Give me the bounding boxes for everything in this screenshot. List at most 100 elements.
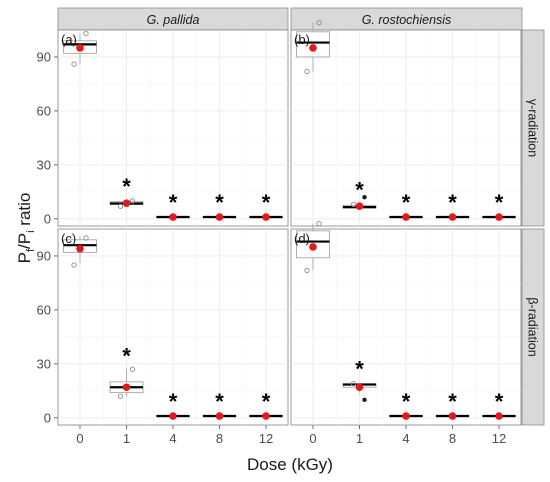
significance-star: *: [402, 389, 411, 414]
significance-star: *: [355, 178, 364, 203]
x-tick-label: 4: [402, 431, 409, 446]
significance-star: *: [122, 174, 131, 199]
panel-tag: (d): [294, 231, 310, 246]
panel-tag: (a): [61, 32, 77, 47]
mean-point: [402, 412, 410, 420]
significance-star: *: [495, 190, 504, 215]
box-dose-0: [63, 30, 97, 67]
panel-tag: (c): [61, 231, 76, 246]
box-dose-4: *: [389, 389, 423, 420]
outlier-point: [362, 397, 367, 403]
box-dose-8: *: [435, 190, 470, 221]
y-tick-label: 90: [37, 49, 51, 64]
mean-point: [355, 383, 364, 392]
mean-point: [262, 213, 270, 221]
box-dose-4: *: [389, 190, 423, 221]
mean-point: [169, 213, 177, 221]
significance-star: *: [448, 389, 457, 414]
raw-point: [129, 366, 136, 372]
panel-tag: (b): [294, 32, 310, 47]
outlier-point: [362, 195, 367, 200]
significance-star: *: [448, 190, 457, 215]
box-dose-8: *: [435, 389, 470, 420]
x-tick-label: 0: [76, 431, 83, 446]
y-tick-label: 0: [44, 211, 51, 226]
x-tick-label: 1: [356, 431, 363, 446]
box-dose-4: *: [156, 190, 190, 221]
mean-point: [309, 243, 317, 251]
x-tick-label: 0: [309, 431, 316, 446]
mean-point: [448, 213, 457, 221]
y-axis-title-sub-f: f: [25, 248, 37, 252]
panel-1: 0 30 60 90 * * * * (a): [37, 29, 289, 227]
raw-point: [117, 393, 124, 399]
strip-label-beta-radiation: β-radiation: [526, 297, 540, 356]
box-dose-12: *: [249, 190, 283, 221]
box-dose-1: *: [109, 343, 144, 399]
box-dose-8: *: [202, 190, 237, 221]
raw-point: [129, 198, 136, 204]
strip-label-g-pallida: G. pallida: [147, 13, 200, 27]
y-tick-label: 0: [44, 410, 51, 425]
box-dose-4: *: [156, 389, 190, 420]
significance-star: *: [262, 389, 271, 414]
x-tick-label: 8: [216, 431, 223, 446]
mean-point: [402, 213, 410, 221]
x-tick-label: 12: [492, 431, 506, 446]
raw-point: [304, 267, 310, 274]
y-tick-label: 30: [37, 356, 51, 371]
raw-point: [316, 220, 322, 227]
mean-point: [169, 412, 177, 420]
mean-point: [495, 412, 503, 420]
panel-2: * * * * (b): [290, 20, 522, 227]
x-tick-label: 8: [449, 431, 456, 446]
raw-point: [83, 30, 89, 37]
mean-point: [448, 412, 457, 420]
panels-group: 0 30 60 90 * * * * (a) * * * * (b) 0 30 60 90 0 1 4 8 12 * * * * (c…: [37, 20, 522, 446]
mean-point: [122, 199, 131, 207]
significance-star: *: [215, 389, 224, 414]
significance-star: *: [169, 190, 178, 215]
raw-point: [316, 20, 322, 26]
box-dose-0: [296, 220, 330, 274]
significance-star: *: [122, 343, 131, 368]
significance-star: *: [495, 389, 504, 414]
mean-point: [76, 44, 84, 52]
mean-point: [495, 213, 503, 221]
x-tick-label: 1: [123, 431, 130, 446]
mean-point: [215, 213, 224, 221]
y-tick-label: 60: [37, 302, 51, 317]
y-axis-title-base: P: [15, 252, 34, 263]
significance-star: *: [169, 389, 178, 414]
raw-point: [350, 380, 357, 387]
box-dose-8: *: [202, 389, 237, 420]
strip-header-row-1: [521, 29, 545, 227]
box-dose-1: *: [342, 357, 377, 403]
mean-point: [309, 44, 317, 52]
mean-point: [355, 202, 364, 211]
significance-star: *: [215, 190, 224, 215]
raw-point: [304, 68, 310, 75]
x-axis-title: Dose (kGy): [247, 455, 333, 474]
raw-point: [350, 201, 357, 208]
mean-point: [122, 383, 131, 392]
mean-point: [215, 412, 224, 420]
y-axis-title-tail: ratio: [15, 193, 34, 231]
raw-point: [117, 203, 124, 209]
y-tick-label: 90: [37, 248, 51, 263]
strip-label-gamma-radiation: γ-radiation: [526, 99, 540, 157]
y-axis-title-mid: /P: [15, 233, 34, 249]
raw-point: [71, 262, 77, 268]
strip-header-row-2: [521, 228, 545, 426]
box-dose-0: [296, 20, 330, 75]
y-tick-label: 30: [37, 157, 51, 172]
strip-label-g-rostochiensis: G. rostochiensis: [362, 13, 452, 27]
panel-3: 0 30 60 90 0 1 4 8 12 * * * * (c): [37, 228, 289, 446]
box-dose-12: *: [482, 389, 516, 420]
y-tick-label: 60: [37, 103, 51, 118]
box-dose-1: *: [109, 174, 144, 209]
raw-point: [83, 235, 89, 241]
box-dose-0: [63, 235, 97, 268]
mean-point: [76, 244, 84, 253]
